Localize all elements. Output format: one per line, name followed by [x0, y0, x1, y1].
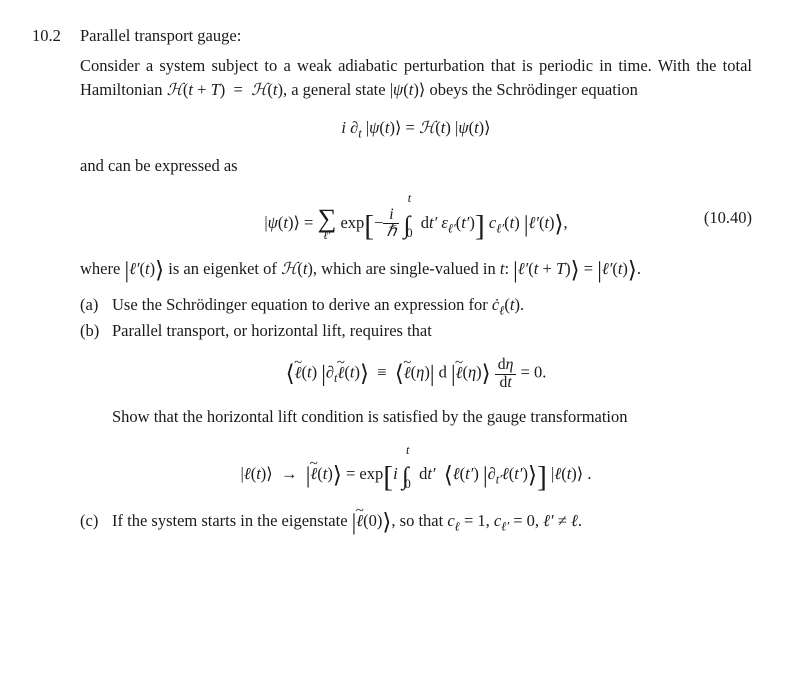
where-c: , which are single-valued in: [313, 259, 500, 278]
parts-list: (a) Use the Schrödinger equation to deri…: [80, 293, 752, 532]
content-body: Consider a system subject to a weak adia…: [80, 54, 752, 533]
expansion-equation: |ψ(t)⟩ = ∑ℓ′ exp[−iℏ ∫t0 dt′ εℓ′(t′)] cℓ…: [80, 192, 752, 244]
where-d: :: [504, 259, 513, 278]
where-clause: where |ℓ′(t)⟩ is an eigenket of ℋ(t), wh…: [80, 257, 752, 281]
ham-eq: (t + T) =: [183, 80, 251, 99]
hamiltonian-rhs: ℋ: [251, 80, 267, 99]
part-b-show: Show that the horizontal lift condition …: [112, 405, 752, 429]
part-c-label: (c): [80, 509, 104, 533]
periodic-ket: |ℓ′(t + T)⟩ = |ℓ′(t)⟩: [513, 259, 637, 278]
section-title: Parallel transport gauge:: [80, 24, 241, 48]
H-of-t: ℋ: [281, 259, 297, 278]
horizontal-lift-eq: ⟨ℓ(t) |∂tℓ(t)⟩ ≡ ⟨ℓ(η)| d |ℓ(η)⟩ dηdt = …: [80, 357, 752, 391]
part-b-label: (b): [80, 319, 104, 343]
part-c: (c) If the system starts in the eigensta…: [80, 509, 752, 533]
part-a: (a) Use the Schrödinger equation to deri…: [80, 293, 752, 317]
section-header: 10.2 Parallel transport gauge:: [32, 24, 752, 48]
where-a: where: [80, 259, 124, 278]
part-a-text-b: .: [520, 295, 524, 314]
intro-text-1b: , a general state: [283, 80, 390, 99]
part-a-text-a: Use the Schrödinger equation to derive a…: [112, 295, 492, 314]
ham-t: (t): [267, 80, 283, 99]
part-c-text-a: If the system starts in the eigenstate: [112, 511, 352, 530]
part-c-body: If the system starts in the eigenstate |…: [112, 509, 752, 533]
equation-number: (10.40): [704, 206, 752, 230]
part-b-body: Parallel transport, or horizontal lift, …: [112, 319, 752, 343]
part-a-body: Use the Schrödinger equation to derive a…: [112, 293, 752, 317]
ell-ket: |ℓ′(t)⟩: [124, 259, 164, 278]
where-b: is an eigenket of: [164, 259, 281, 278]
part-c-text-c: .: [578, 511, 582, 530]
gauge-transform-eq: |ℓ(t)⟩ → |ℓ(t)⟩ = exp[i ∫t0 dt′ ⟨ℓ(t′) |…: [80, 443, 752, 495]
where-e: .: [637, 259, 641, 278]
intro-text-1c: obeys the Schrödinger equation: [425, 80, 638, 99]
intro-text-2: and can be expressed as: [80, 154, 752, 178]
schrodinger-equation: i ∂t |ψ(t)⟩ = ℋ(t) |ψ(t)⟩: [80, 116, 752, 140]
state-psi: |ψ(t)⟩: [390, 80, 426, 99]
section-number: 10.2: [32, 24, 68, 48]
page: 10.2 Parallel transport gauge: Consider …: [0, 0, 800, 559]
intro-paragraph: Consider a system subject to a weak adia…: [80, 54, 752, 102]
part-c-text-b: , so that: [391, 511, 447, 530]
part-b: (b) Parallel transport, or horizontal li…: [80, 319, 752, 343]
part-a-label: (a): [80, 293, 104, 317]
hamiltonian-periodic: ℋ: [167, 80, 183, 99]
part-b-text: Parallel transport, or horizontal lift, …: [112, 321, 432, 340]
